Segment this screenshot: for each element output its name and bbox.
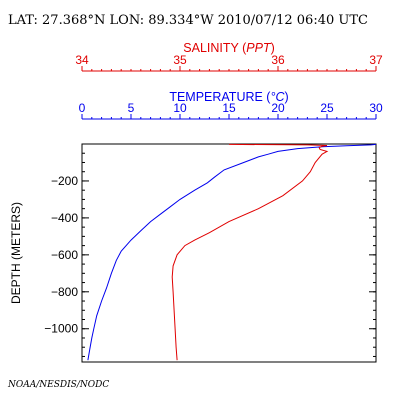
salinity-tick-label: 35 <box>173 53 187 67</box>
temperature-tick-label: 0 <box>79 101 86 115</box>
salinity-axis: 34 35 36 37 <box>75 53 383 72</box>
depth-tick-label: −600 <box>51 248 78 262</box>
temperature-axis-label: TEMPERATURE (°C) <box>169 90 288 104</box>
salinity-tick-label: 36 <box>271 53 285 67</box>
depth-tick-label: −400 <box>51 211 78 225</box>
depth-axis: −200 −400 −600 −800 −1000 <box>44 143 376 357</box>
temperature-axis: 0 5 10 15 20 25 30 <box>79 101 383 120</box>
temperature-profile-line <box>87 143 377 361</box>
temperature-tick-label: 10 <box>173 101 187 115</box>
series-group <box>87 143 377 361</box>
salinity-tick-label: 37 <box>369 53 383 67</box>
salinity-profile-line <box>171 143 329 361</box>
temperature-tick-label: 5 <box>128 101 135 115</box>
depth-tick-label: −200 <box>51 174 78 188</box>
temperature-tick-label: 25 <box>320 101 334 115</box>
temperature-tick-label: 20 <box>271 101 285 115</box>
salinity-axis-label: SALINITY (PPT) <box>183 41 274 55</box>
depth-tick-label: −1000 <box>44 322 78 336</box>
temperature-tick-label: 30 <box>369 101 383 115</box>
plot-frame <box>81 143 377 363</box>
chart-title: LAT: 27.368°N LON: 89.334°W 2010/07/12 0… <box>8 13 368 28</box>
credit-text: NOAA/NESDIS/NODC <box>7 380 109 390</box>
temperature-tick-label: 15 <box>222 101 236 115</box>
depth-axis-label: DEPTH (METERS) <box>9 202 23 304</box>
salinity-tick-label: 34 <box>75 53 89 67</box>
depth-tick-label: −800 <box>51 285 78 299</box>
